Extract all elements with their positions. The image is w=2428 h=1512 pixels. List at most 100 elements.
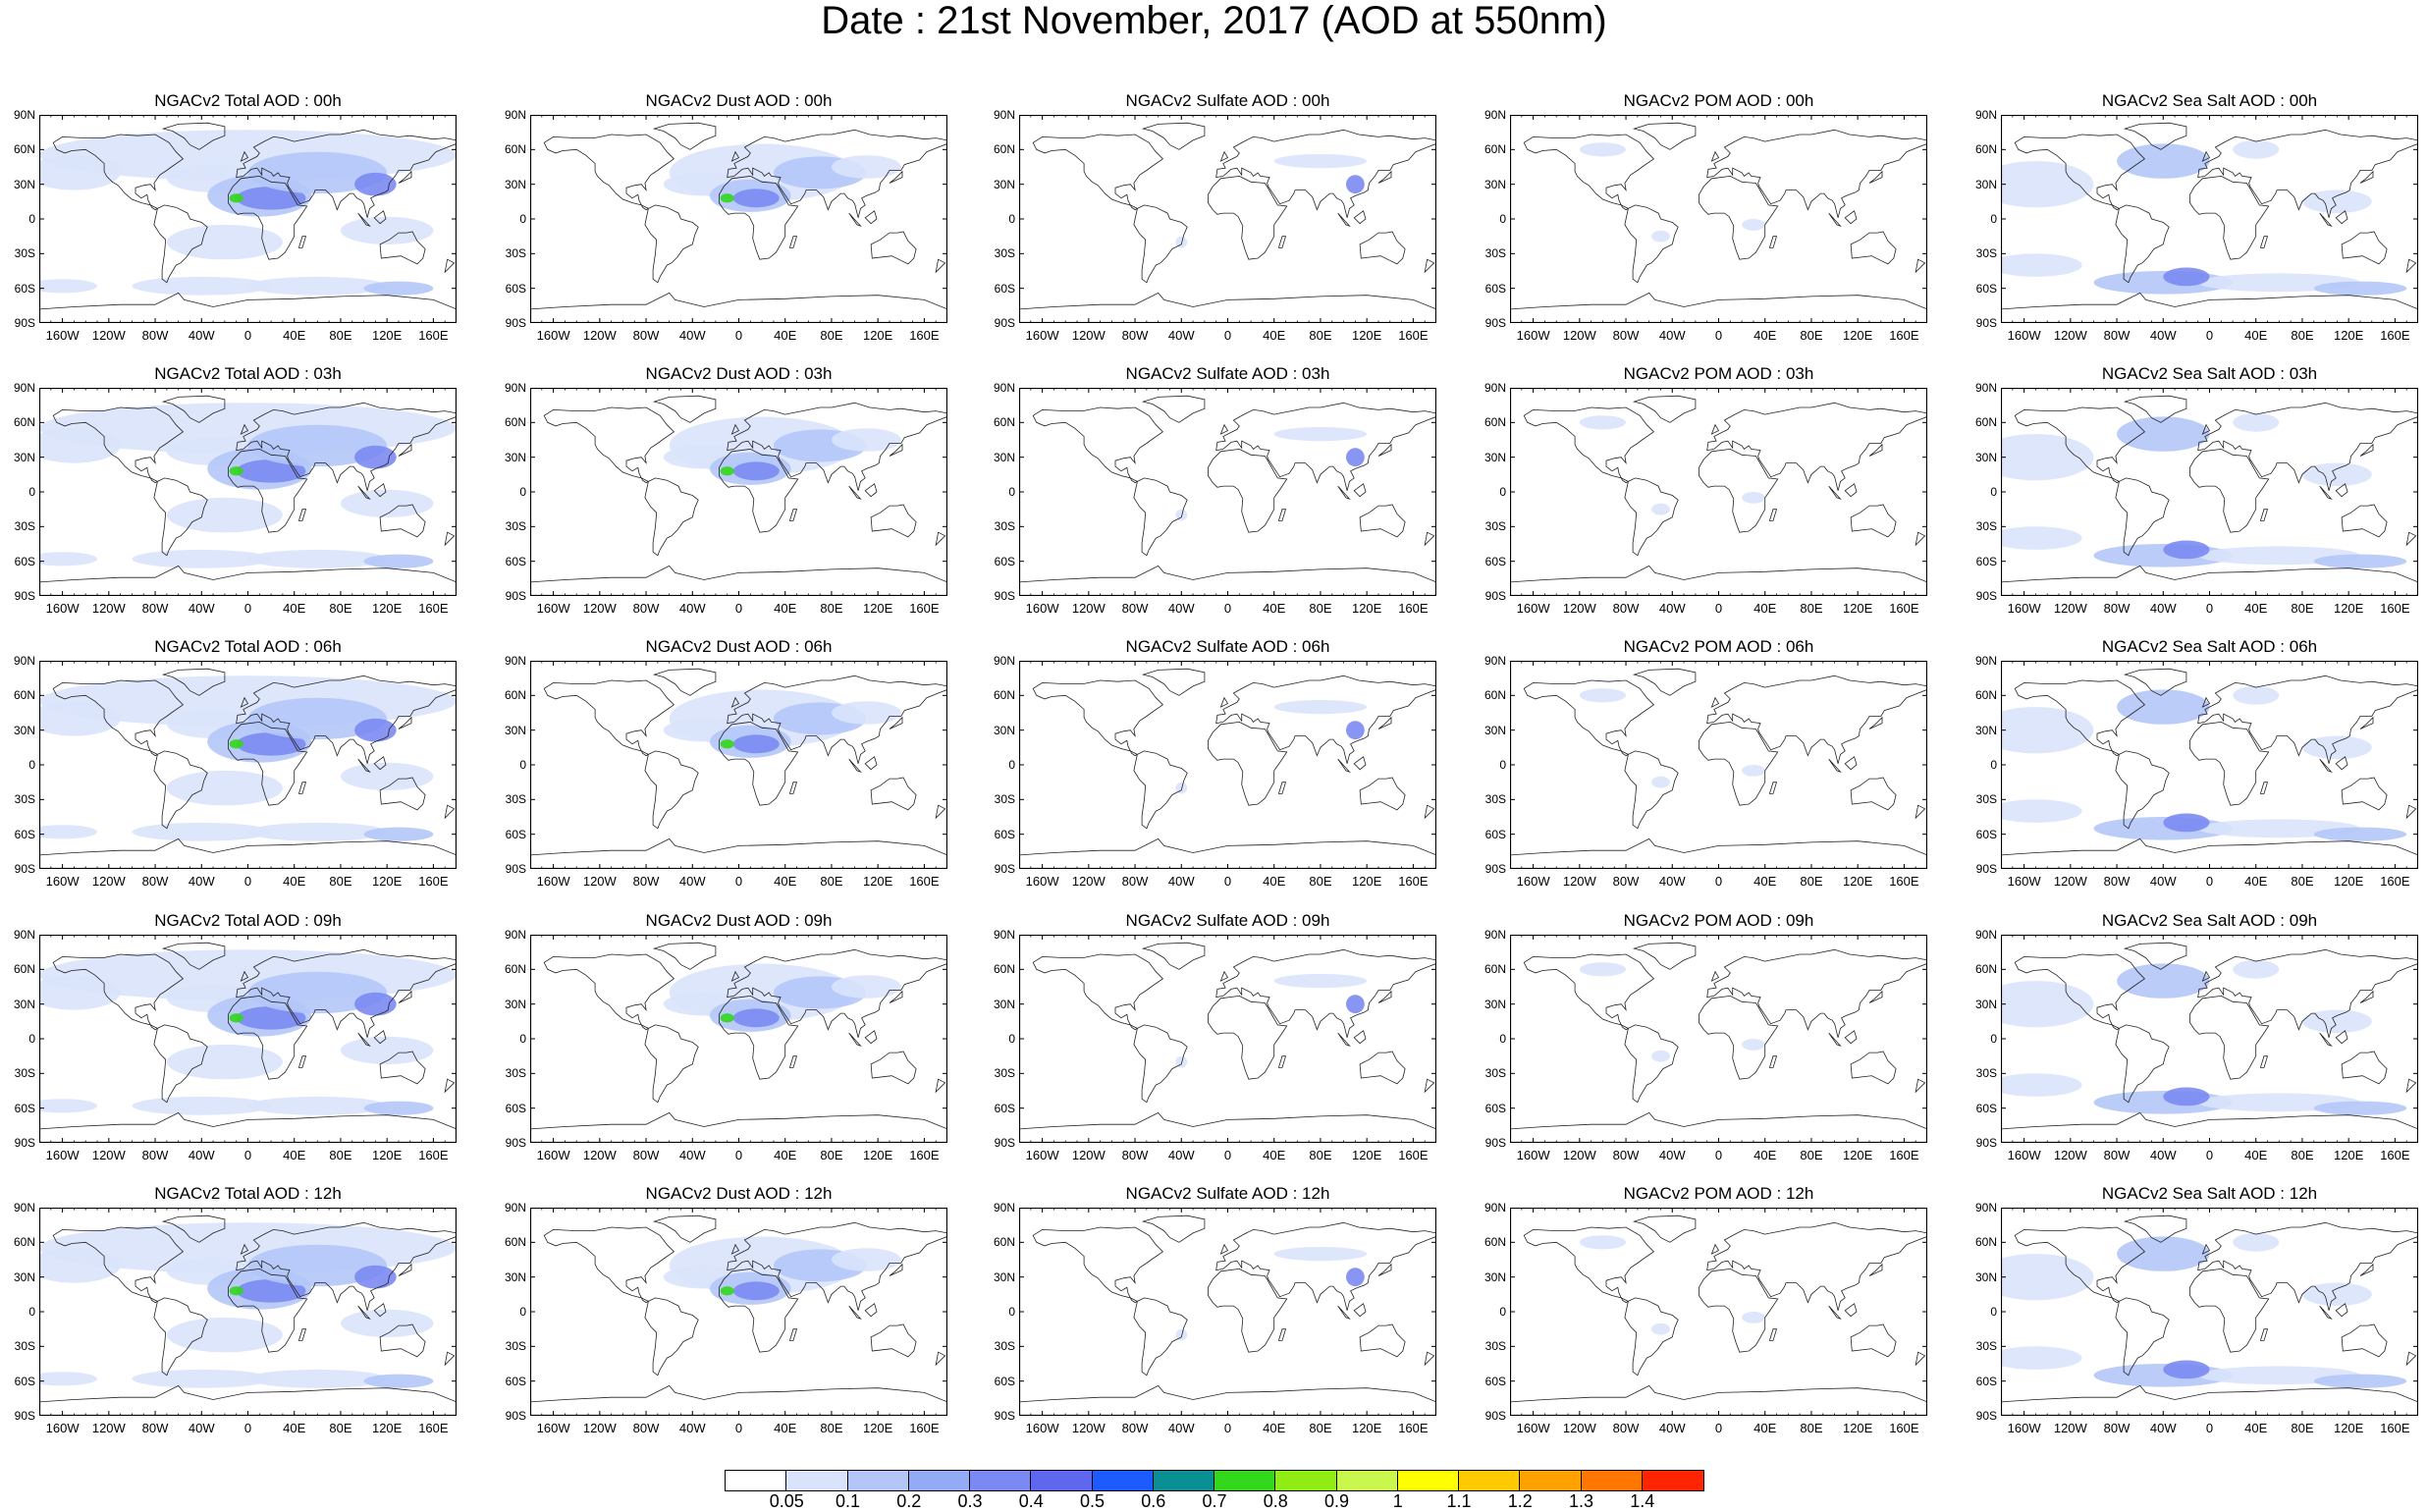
lon-label: 40W	[1167, 1421, 1195, 1435]
world-map	[1019, 1208, 1436, 1416]
colorbar-swatch	[1397, 1471, 1459, 1490]
lon-label: 80W	[141, 1148, 169, 1162]
lon-label: 40E	[1754, 601, 1777, 616]
lat-label: 60N	[1484, 415, 1506, 430]
lon-label: 160E	[1398, 328, 1429, 343]
lat-label: 0	[1008, 758, 1015, 772]
lon-label: 160W	[2007, 874, 2041, 889]
lat-label: 90N	[993, 1201, 1015, 1215]
lon-label: 120W	[2053, 1421, 2087, 1435]
lon-label: 40W	[678, 1148, 706, 1162]
lon-label: 160W	[1025, 328, 1059, 343]
lon-label: 120E	[862, 328, 893, 343]
lat-label: 0	[28, 758, 35, 772]
lat-label: 0	[1008, 485, 1015, 499]
coastlines	[530, 395, 947, 596]
lon-label: 0	[734, 328, 743, 343]
lat-label: 60N	[13, 142, 35, 157]
lon-label: 160W	[536, 1421, 570, 1435]
lat-label: 30S	[505, 246, 526, 261]
world-map	[1510, 1208, 1927, 1416]
lon-label: 0	[1223, 874, 1232, 889]
lon-label: 40E	[1263, 1421, 1286, 1435]
lat-label: 60S	[505, 1374, 526, 1388]
lat-label: 90S	[505, 589, 526, 603]
lon-label: 0	[734, 874, 743, 889]
lat-label: 90S	[1975, 316, 1997, 330]
lon-label: 160W	[536, 1148, 570, 1162]
world-map	[39, 661, 457, 869]
colorbar-label: 1.1	[1446, 1491, 1472, 1511]
lat-label: 60S	[994, 827, 1015, 841]
world-map	[530, 935, 947, 1143]
panel-title: NGACv2 POM AOD : 03h	[1623, 364, 1814, 383]
lon-label: 40E	[283, 1421, 306, 1435]
lon-label: 80W	[141, 601, 169, 616]
lon-label: 80W	[1612, 328, 1640, 343]
lat-label: 90N	[993, 654, 1015, 668]
colorbar-swatch	[1336, 1471, 1398, 1490]
coastlines	[1510, 668, 1927, 869]
lon-label: 40E	[1754, 1421, 1777, 1435]
lon-label: 160W	[1025, 874, 1059, 889]
colorbar-label: 1	[1392, 1491, 1403, 1511]
map-panel-pom: NGACv2 POM AOD : 12h 90N 60N 30N 0 30S 60S 90S…	[1484, 1184, 1971, 1451]
lon-label: 120E	[1351, 1421, 1382, 1435]
lon-label: 120E	[371, 328, 403, 343]
lon-label: 80W	[632, 601, 660, 616]
lat-label: 90N	[1974, 108, 1997, 122]
lon-label: 80E	[2291, 874, 2314, 889]
world-map	[1510, 115, 1927, 323]
lat-label: 30S	[994, 792, 1015, 807]
lat-label: 30N	[504, 723, 526, 737]
lat-label: 0	[1499, 1305, 1506, 1319]
lat-label: 90S	[505, 862, 526, 876]
lat-label: 0	[1008, 212, 1015, 226]
lon-label: 120E	[2333, 1148, 2364, 1162]
lon-label: 120W	[1562, 1148, 1596, 1162]
lon-label: 120W	[2053, 601, 2087, 616]
lat-label: 60N	[1974, 1235, 1997, 1250]
lat-label: 30N	[1484, 450, 1506, 464]
lon-label: 120W	[1562, 601, 1596, 616]
colorbar-swatch	[970, 1471, 1032, 1490]
lat-label: 30S	[1975, 792, 1997, 807]
lon-label: 160W	[1025, 1148, 1059, 1162]
lon-label: 160W	[2007, 1148, 2041, 1162]
lat-label: 60N	[13, 415, 35, 430]
lon-label: 40E	[1263, 874, 1286, 889]
lon-label: 120E	[1351, 601, 1382, 616]
colorbar-label: 0.3	[957, 1491, 983, 1511]
lat-label: 90N	[1484, 654, 1506, 668]
lon-label: 80W	[1121, 874, 1149, 889]
coastlines	[1019, 122, 1436, 323]
lon-label: 80E	[820, 1148, 843, 1162]
lat-label: 0	[28, 485, 35, 499]
map-panel-sulfate: NGACv2 Sulfate AOD : 03h 90N 60N 30N 0 30S 60…	[994, 364, 1481, 631]
lon-label: 160W	[45, 1421, 80, 1435]
map-panel-total: NGACv2 Total AOD : 06h 90N 60N 30N 0 30S 60S 9…	[14, 637, 501, 904]
panel-title: NGACv2 Total AOD : 12h	[154, 1184, 342, 1203]
lon-label: 160W	[1516, 601, 1550, 616]
lon-label: 80E	[1800, 1148, 1823, 1162]
lon-label: 120W	[2053, 328, 2087, 343]
map-panel-pom: NGACv2 POM AOD : 03h 90N 60N 30N 0 30S 60S 90S…	[1484, 364, 1971, 631]
lat-label: 60N	[504, 688, 526, 703]
colorbar-label: 0.9	[1323, 1491, 1350, 1511]
lon-label: 80W	[1121, 1421, 1149, 1435]
coastlines	[2001, 1215, 2418, 1416]
lon-label: 40E	[1263, 1148, 1286, 1162]
lon-label: 80E	[329, 874, 352, 889]
panel-title: NGACv2 Sea Salt AOD : 09h	[2101, 911, 2318, 930]
lon-label: 40W	[1658, 1421, 1686, 1435]
lon-label: 40E	[1263, 328, 1286, 343]
lat-label: 0	[1990, 758, 1997, 772]
lon-label: 40E	[2244, 1148, 2268, 1162]
panel-title: NGACv2 Dust AOD : 00h	[645, 91, 833, 110]
lat-label: 30N	[504, 997, 526, 1011]
lon-label: 40W	[2149, 601, 2177, 616]
colorbar-label: 0.8	[1263, 1491, 1288, 1511]
coastlines	[39, 122, 457, 323]
lon-label: 40E	[1754, 328, 1777, 343]
lon-label: 120E	[862, 1148, 893, 1162]
